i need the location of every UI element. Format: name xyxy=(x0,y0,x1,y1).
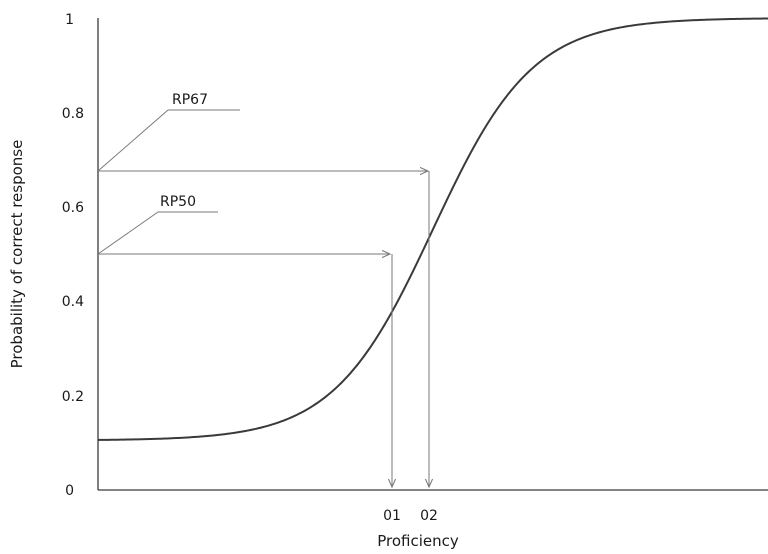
rp67-callout: RP67 02 xyxy=(97,92,438,524)
theta2-label: 02 xyxy=(420,508,438,524)
rp50-callout: RP50 01 xyxy=(97,194,401,524)
x-axis-title: Proficiency xyxy=(377,532,459,550)
y-tick-label: 0.2 xyxy=(62,389,84,405)
y-tick-label: 0 xyxy=(65,483,74,499)
y-tick-label: 0.8 xyxy=(62,106,84,122)
rp50-label: RP50 xyxy=(160,194,196,210)
rp67-label: RP67 xyxy=(172,92,208,108)
rp67-leader-line xyxy=(97,109,240,172)
rp50-leader-line xyxy=(97,211,218,255)
icc-curve xyxy=(97,17,768,441)
y-tick-label: 1 xyxy=(65,12,74,28)
y-axis-title: Probability of correct response xyxy=(8,140,26,369)
y-tick-label: 0.4 xyxy=(62,294,84,310)
theta1-label: 01 xyxy=(383,508,401,524)
y-tick-label: 0.6 xyxy=(62,200,84,216)
y-ticks: 0 0.2 0.4 0.6 0.8 1 xyxy=(62,12,84,499)
